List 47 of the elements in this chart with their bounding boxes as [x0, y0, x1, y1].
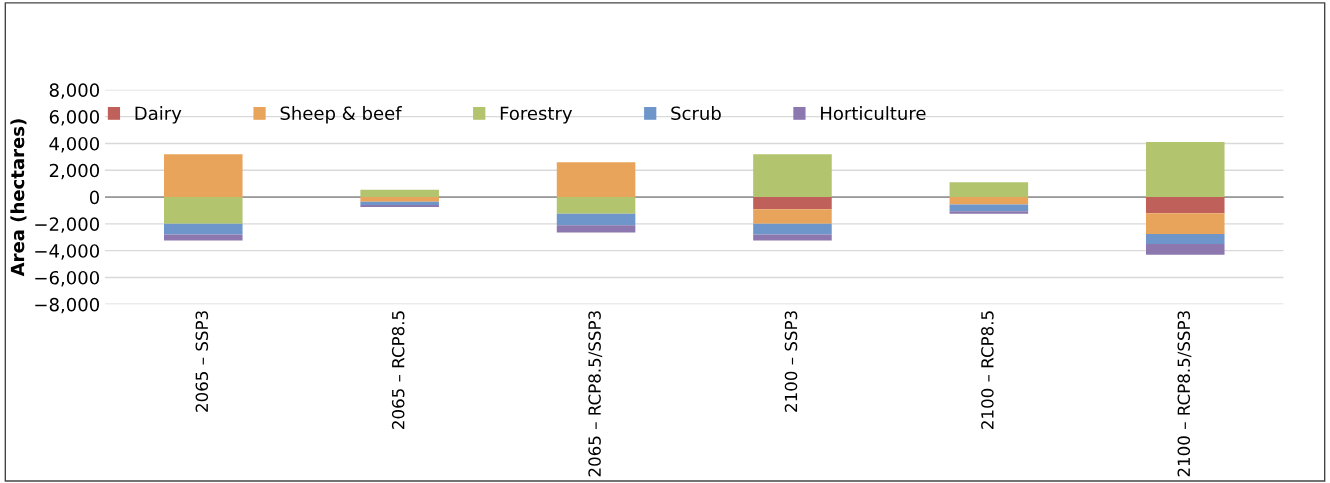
y-tick-label: 8,000 [49, 83, 100, 99]
bar [753, 154, 832, 198]
x-tick-label: 2100 – RCP8.5 [981, 311, 994, 429]
bar [163, 223, 243, 235]
bar [1145, 233, 1225, 244]
bar [949, 182, 1029, 198]
x-tick-label: 2065 – RCP8.5/SSP3 [588, 311, 603, 477]
y-tick-label: 2,000 [49, 163, 100, 180]
bar [360, 197, 439, 202]
bar [556, 162, 636, 198]
y-tick-label: −6,000 [35, 270, 100, 287]
bar [753, 223, 832, 235]
x-tick-label: 2065 – RCP8.5 [391, 311, 405, 429]
y-tick-label: −4,000 [35, 244, 100, 260]
bar [360, 201, 439, 206]
x-tick-label: 2100 – SSP3 [784, 311, 798, 412]
bar [163, 197, 243, 224]
legend-label: Scrub [671, 106, 721, 121]
bar [949, 211, 1029, 214]
bar [1145, 243, 1225, 255]
bar [753, 234, 832, 241]
bar [360, 205, 439, 208]
x-tick-label: 2065 – SSP3 [195, 311, 209, 412]
x-tick-label: 2100 – RCP8.5/SSP3 [1177, 311, 1192, 477]
bar [1145, 197, 1225, 214]
bar [1145, 142, 1225, 198]
bar [753, 209, 832, 224]
y-tick-label: −8,000 [35, 297, 100, 314]
bar [1145, 213, 1225, 234]
y-axis-title: Area (hectares) [10, 119, 27, 277]
y-tick-label: 0 [89, 190, 100, 205]
y-tick-label: 6,000 [49, 110, 100, 126]
bar [949, 197, 1029, 205]
legend-label: Dairy [135, 106, 182, 124]
y-tick-label: −2,000 [35, 217, 100, 233]
bar [163, 234, 243, 241]
bar [163, 154, 243, 198]
bar [556, 213, 636, 226]
legend-label: Sheep & beef [280, 106, 402, 124]
bar [556, 197, 636, 214]
legend-label: Horticulture [821, 106, 926, 121]
bar [949, 204, 1029, 212]
bar [753, 197, 832, 210]
bar [360, 189, 439, 198]
legend-label: Forestry [500, 106, 573, 124]
y-tick-label: 4,000 [49, 136, 100, 153]
bar [556, 225, 636, 233]
